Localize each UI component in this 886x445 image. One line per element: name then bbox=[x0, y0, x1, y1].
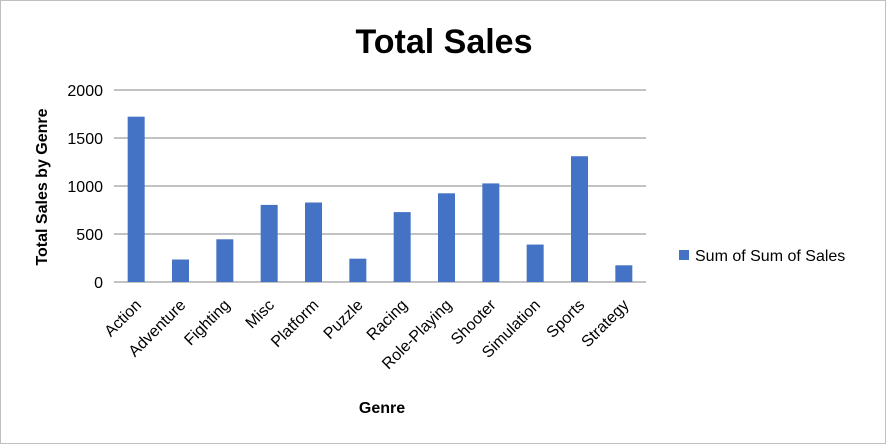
y-axis-title: Total Sales by Genre bbox=[34, 108, 51, 265]
bar-adventure bbox=[172, 259, 189, 282]
y-tick-label: 0 bbox=[94, 275, 103, 292]
legend-swatch bbox=[679, 250, 689, 260]
x-tick-label: Misc bbox=[243, 297, 278, 332]
bar-role-playing bbox=[438, 193, 455, 282]
bars bbox=[127, 116, 633, 282]
bar-strategy bbox=[615, 265, 633, 282]
y-tick-label: 2000 bbox=[67, 83, 103, 100]
x-tick-label: Puzzle bbox=[321, 297, 367, 343]
x-tick-label: Platform bbox=[268, 297, 322, 351]
bar-puzzle bbox=[349, 258, 367, 282]
y-tick-labels: 0 500 1000 1500 2000 bbox=[67, 83, 103, 292]
y-tick-label: 500 bbox=[76, 227, 103, 244]
bar-racing bbox=[393, 212, 411, 282]
bar-fighting bbox=[216, 239, 234, 282]
gridlines bbox=[114, 89, 646, 283]
y-tick-label: 1500 bbox=[67, 131, 103, 148]
legend-label: Sum of Sum of Sales bbox=[695, 248, 845, 265]
y-tick-label: 1000 bbox=[67, 179, 103, 196]
bar-misc bbox=[260, 204, 278, 282]
x-tick-label: Action bbox=[102, 297, 145, 340]
bar-action bbox=[127, 116, 145, 282]
x-tick-label: Fighting bbox=[181, 297, 233, 349]
x-tick-label: Strategy bbox=[579, 297, 633, 351]
bar-shooter bbox=[482, 183, 500, 282]
bar-platform bbox=[305, 202, 322, 282]
x-axis-title: Genre bbox=[359, 400, 405, 417]
bar-simulation bbox=[526, 244, 544, 282]
bar-sports bbox=[571, 156, 588, 282]
chart-title: Total Sales bbox=[356, 23, 533, 61]
legend: Sum of Sum of Sales bbox=[679, 248, 845, 265]
